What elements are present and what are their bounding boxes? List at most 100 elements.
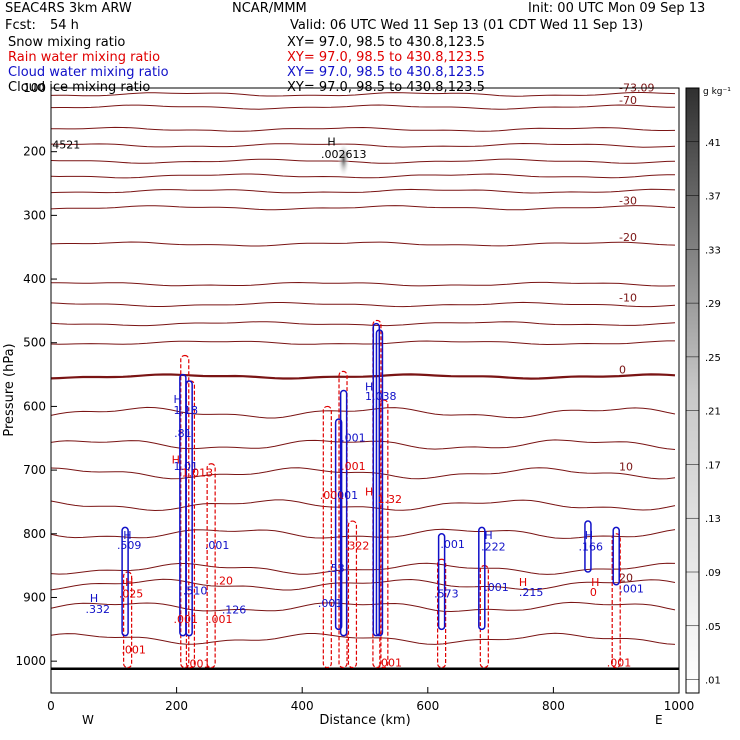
colorbar-label: .05 [705,622,721,633]
cloud-water-contour [375,329,384,637]
cloud-water-contour [584,520,592,573]
temperature-contour [50,373,676,380]
contour-value-label: .002613 [321,148,367,161]
temperature-contour [50,241,676,247]
cloud-water-contour [334,418,343,631]
temperature-contour-label: 0 [619,363,626,376]
rain-contour [372,319,382,669]
temperature-contour [51,281,676,287]
contour-value-label: .001 [341,460,366,473]
x-end-label-left: W [82,713,94,727]
init-time: Init: 00 UTC Mon 09 Sep 13 [528,1,706,16]
x-tick-label: 400 [291,699,314,713]
y-tick-label: 600 [23,399,46,413]
contour-value-label: .215 [519,586,544,599]
colorbar-label: .21 [705,407,721,418]
y-tick-label: 900 [23,590,46,604]
fcst-value: 54 h [50,18,79,33]
y-tick-label: 700 [23,463,46,477]
y-tick-label: 800 [23,527,46,541]
contour-value-label: .001 [334,489,359,502]
contour-value-label: 0 [590,586,597,599]
x-axis-title: Distance (km) [319,713,410,728]
contour-value-label: 1.013 [182,466,214,479]
temperature-contour [50,142,676,148]
contour-value-label: H [519,576,527,589]
field-xy-rain: XY= 97.0, 98.5 to 430.8,123.5 [287,50,485,65]
contour-value-label: .001 [378,656,403,669]
contour-value-label: .166 [579,540,604,553]
rain-contour [206,463,216,669]
contour-value-label: H [173,393,181,406]
contour-value-label: .001 [186,658,211,671]
temperature-contour [50,301,676,308]
temperature-contour [50,205,676,211]
contour-value-label: H [327,135,335,148]
contour-value-label: .001 [208,613,233,626]
y-tick-label: 1000 [15,654,46,668]
contour-value-label: 1.01 [173,460,198,473]
cloud-water-contour [185,380,193,637]
contour-value-label: 1.18 [173,404,198,417]
colorbar-label: .33 [705,245,721,256]
contour-value-label: .001 [320,489,345,502]
contour-value-label: .573 [434,587,459,600]
contour-value-label: 1.038 [365,390,397,403]
field-xy-snow: XY= 97.0, 98.5 to 430.8,123.5 [287,35,485,50]
contour-value-label: H [484,529,492,542]
cloud-water-contour [372,322,381,637]
center-label: NCAR/MMM [232,1,307,16]
contour-value-label: H [125,576,133,589]
contour-value-label: .001 [205,539,230,552]
temperature-contour [50,632,676,645]
x-tick-label: 800 [542,699,565,713]
fcst-label: Fcst: [5,18,36,33]
cloud-water-contour [121,526,129,637]
cloud-water-contour [478,526,486,631]
cloud-water-contour [437,533,446,631]
colorbar [685,87,700,694]
colorbar-label: .29 [705,299,721,310]
cloud-water-contour [612,526,620,586]
contour-value-label: .222 [481,540,506,553]
temperature-contour-label: 20 [619,572,633,585]
contour-value-label: H [123,529,131,542]
y-tick-label: 200 [23,145,46,159]
colorbar-label: .17 [705,460,721,471]
contour-value-label: .81 [174,427,192,440]
contour-value-label: .509 [117,539,142,552]
contour-value-label: H [90,592,98,605]
contour-value-label: .322 [345,540,370,553]
model-title: SEAC4RS 3km ARW [5,1,132,16]
temperature-contour-label: -70 [619,94,637,107]
x-tick-label: 0 [47,699,55,713]
field-name-cloud: Cloud water mixing ratio [8,65,169,80]
temperature-contour-label: -30 [619,195,637,208]
contour-value-label: .001 [440,538,465,551]
contour-value-label: .20 [216,575,234,588]
field-name-snow: Snow mixing ratio [8,35,126,50]
rain-contour [180,354,190,669]
colorbar-label: .37 [705,192,721,203]
y-tick-label: 300 [23,208,46,222]
x-tick-label: 600 [416,699,439,713]
contour-value-label: H [365,381,373,394]
rain-contour [379,399,389,669]
contour-value-label: 4521 [52,139,80,152]
temperature-contour [50,104,676,110]
temperature-contour [50,158,676,164]
temperature-contour [50,188,676,194]
temperature-contour [50,562,676,575]
contour-value-label: .001 [318,597,343,610]
contour-value-label: .332 [86,603,111,616]
contour-value-label: .001 [341,431,366,444]
contour-value-label: 1.32 [378,493,403,506]
contour-value-label: .510 [183,584,208,597]
rain-contour [347,520,358,669]
rain-contour [611,533,621,669]
colorbar-label: .09 [705,568,721,579]
temperature-contour [50,499,676,512]
colorbar-label: .25 [705,353,721,364]
colorbar-label: .01 [705,676,721,687]
